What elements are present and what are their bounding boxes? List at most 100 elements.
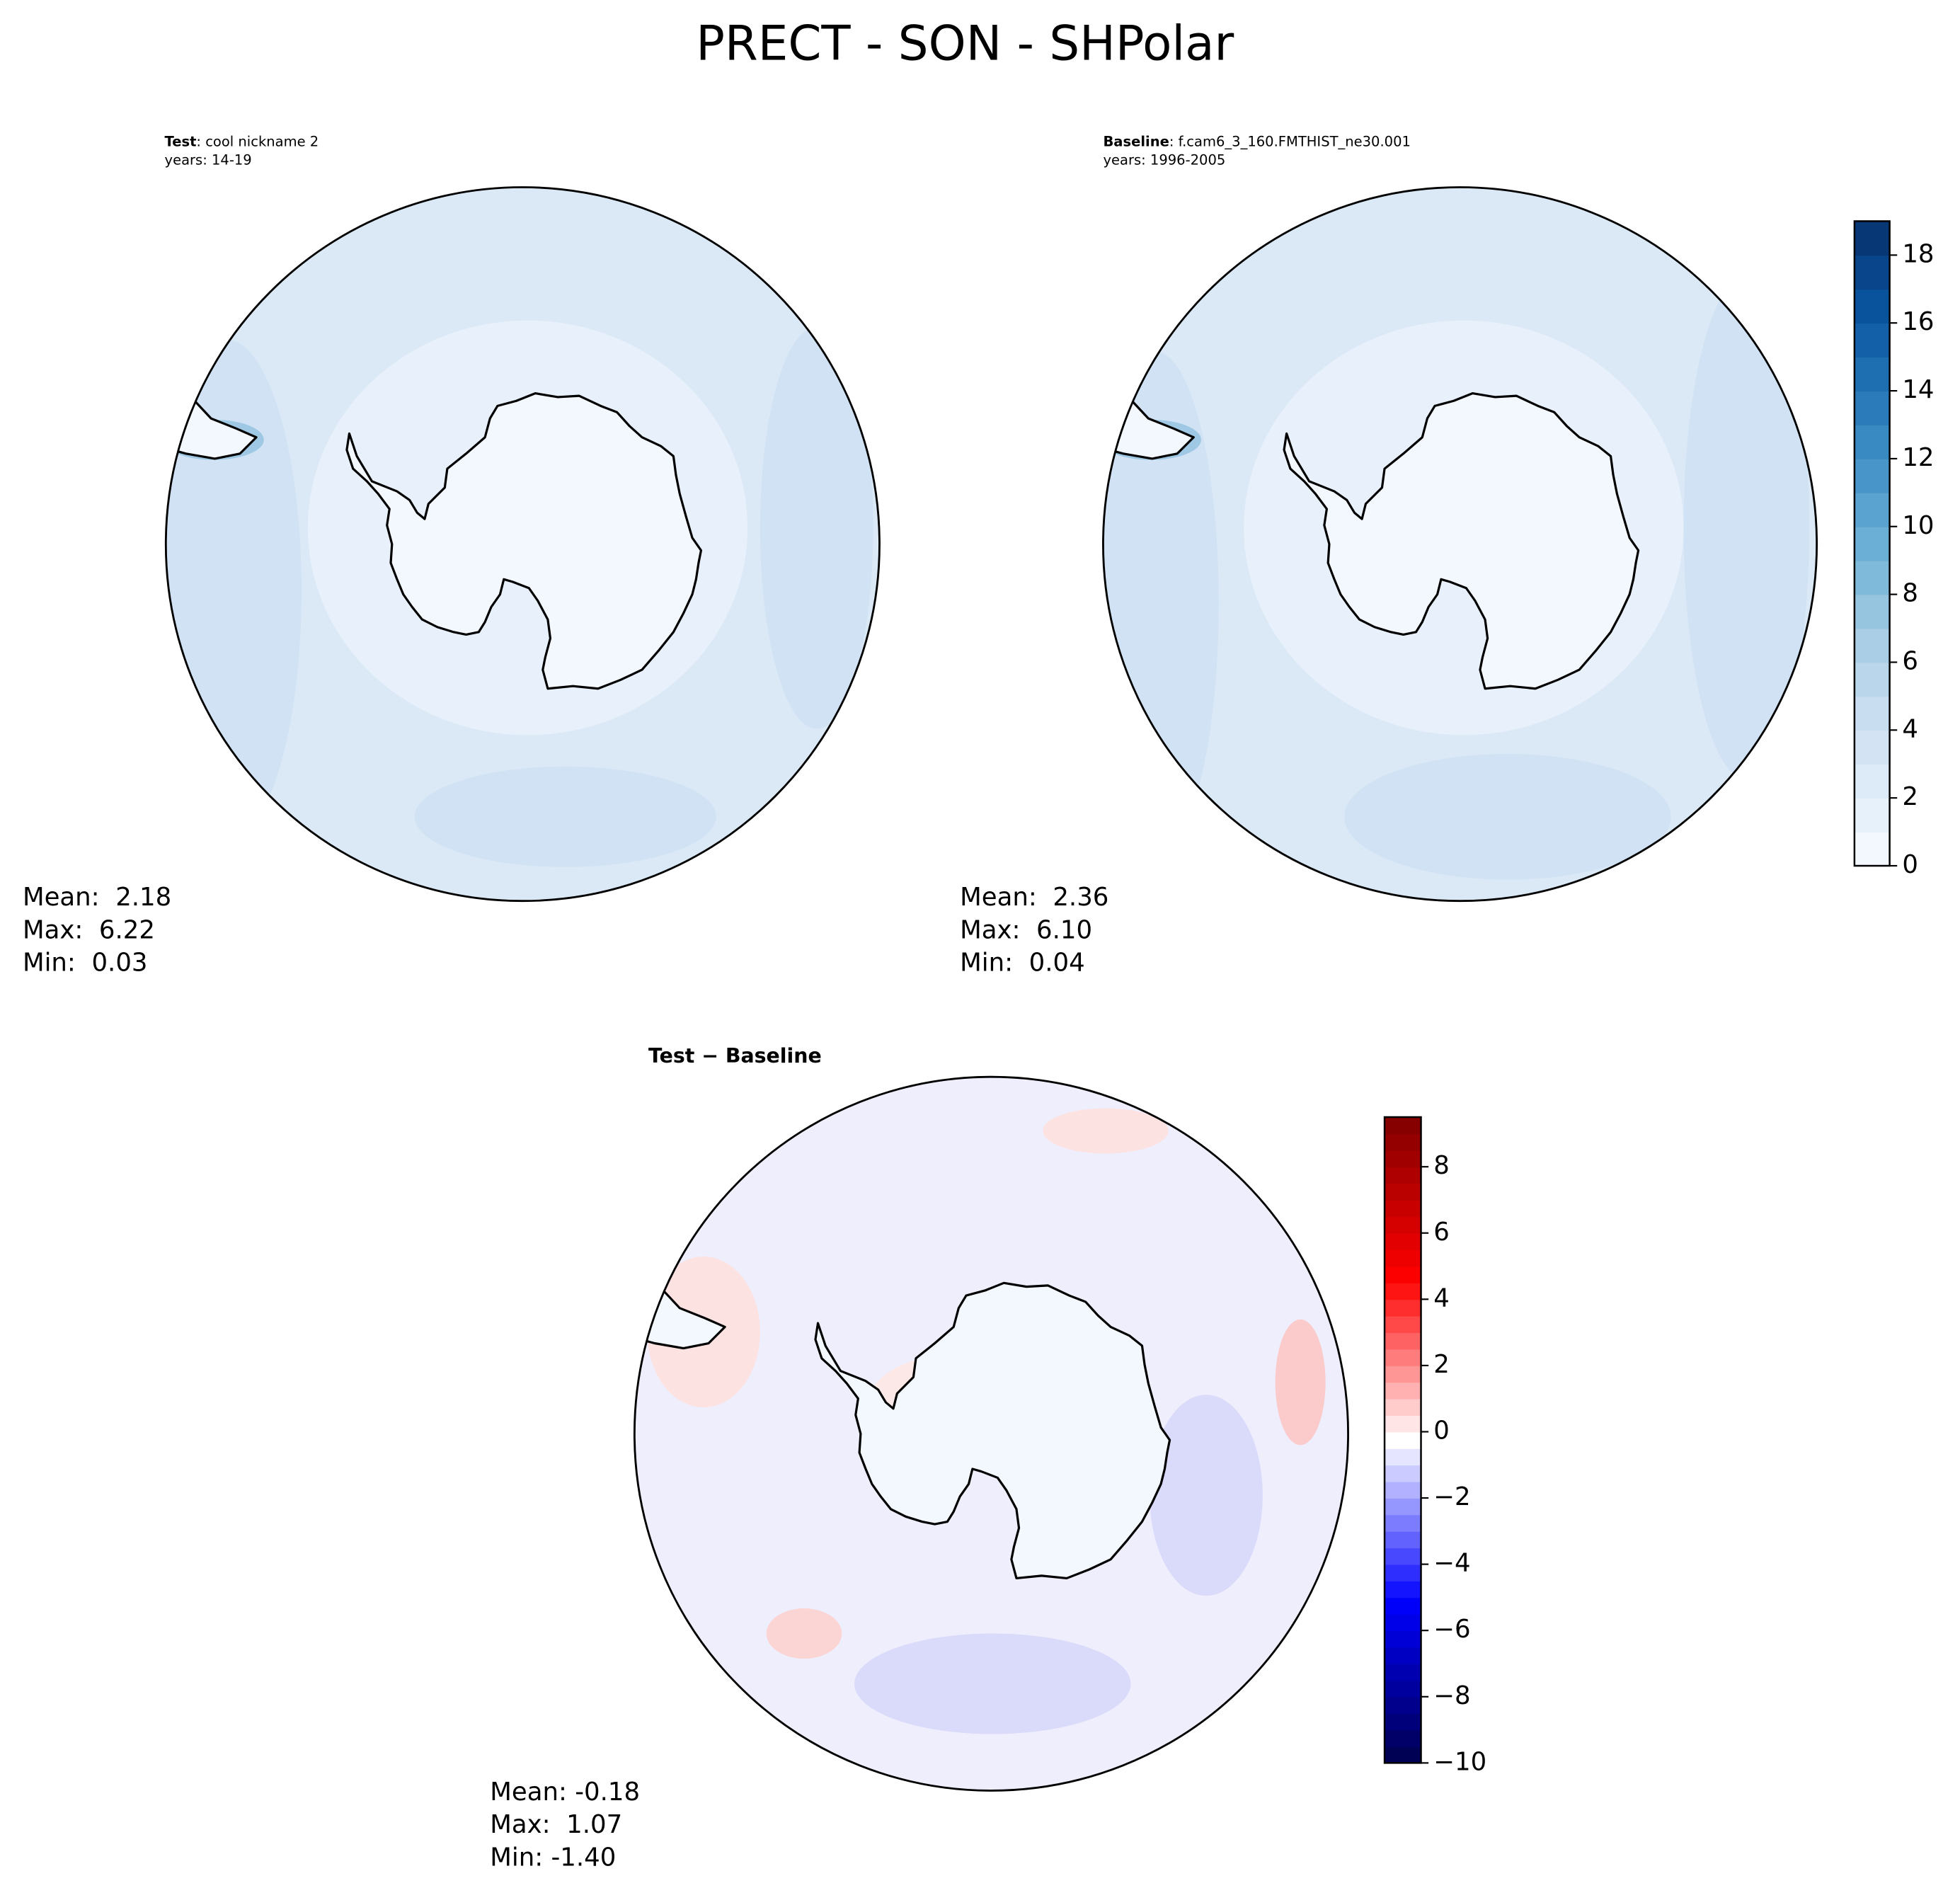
colorbar-tick-label: 14	[1902, 375, 1934, 404]
map-baseline	[1103, 187, 1817, 901]
panel-stat: Mean: 2.18	[23, 883, 171, 912]
map-test	[166, 187, 880, 901]
colorbar-band	[1854, 323, 1890, 358]
map-frame	[633, 1075, 1349, 1792]
map-frame	[164, 186, 881, 903]
colorbar-tick-label: 8	[1433, 1151, 1450, 1180]
colorbar-band	[1385, 1199, 1421, 1218]
panel-stat: Mean: 2.36	[960, 883, 1108, 912]
panel-years: years: 1996-2005	[1103, 152, 1225, 168]
colorbar-band	[1854, 594, 1890, 629]
colorbar-band	[1854, 832, 1890, 866]
colorbar-tick-label: 0	[1902, 850, 1918, 879]
colorbar-band	[1385, 1448, 1421, 1466]
colorbar-band	[1385, 1547, 1421, 1565]
colorbar-band	[1854, 221, 1890, 256]
colorbar-band	[1385, 1647, 1421, 1664]
colorbar-band	[1385, 1431, 1421, 1449]
panel-title: Baseline: f.cam6_3_160.FMTHIST_ne30.001	[1103, 133, 1410, 149]
colorbar-band	[1385, 1729, 1421, 1747]
panel-stat: Max: 1.07	[490, 1810, 622, 1839]
colorbar-band	[1385, 1597, 1421, 1615]
colorbar-band	[1385, 1315, 1421, 1334]
colorbar-band	[1385, 1349, 1421, 1366]
colorbar-band	[1854, 696, 1890, 731]
colorbar-band	[1385, 1746, 1421, 1764]
colorbar-band	[1385, 1398, 1421, 1416]
panel-stat: Min: 0.04	[960, 948, 1085, 977]
colorbar-tick-label: 6	[1433, 1218, 1450, 1247]
panel-stat: Mean: -0.18	[490, 1778, 640, 1807]
colorbar-band	[1854, 458, 1890, 493]
colorbar-band	[1385, 1117, 1421, 1135]
colorbar-band	[1385, 1531, 1421, 1549]
panel-stat: Min: 0.03	[23, 948, 148, 977]
colorbar-tick-label: −8	[1433, 1681, 1470, 1710]
colorbar-band	[1854, 424, 1890, 459]
colorbar-tick-label: 2	[1433, 1350, 1450, 1379]
colorbar-band	[1854, 357, 1890, 391]
colorbar-band	[1385, 1713, 1421, 1731]
colorbar-band	[1385, 1249, 1421, 1267]
colorbar-band	[1385, 1564, 1421, 1581]
colorbar-tick-label: −10	[1433, 1747, 1486, 1776]
colorbar-band	[1385, 1514, 1421, 1532]
colorbar-band	[1385, 1282, 1421, 1300]
colorbar-tick-label: −2	[1433, 1482, 1470, 1511]
colorbar-band	[1854, 289, 1890, 324]
colorbar-tick-label: −6	[1433, 1615, 1470, 1644]
case-label: Baseline	[1103, 133, 1169, 149]
colorbar-band	[1385, 1680, 1421, 1698]
colorbar-band	[1854, 798, 1890, 833]
colorbar-band	[1854, 628, 1890, 663]
colorbar-band	[1854, 560, 1890, 595]
colorbar-band	[1385, 1133, 1421, 1151]
colorbar-tick-label: 12	[1902, 443, 1934, 472]
case-label: Test	[165, 133, 197, 149]
colorbar-band	[1385, 1216, 1421, 1234]
colorbar-tick-label: 4	[1902, 714, 1918, 743]
colorbar-tick-label: 6	[1902, 646, 1918, 675]
colorbar-band	[1385, 1663, 1421, 1681]
colorbar-band	[1385, 1382, 1421, 1400]
colorbar-band	[1385, 1150, 1421, 1168]
colorbar-band	[1854, 662, 1890, 697]
colorbar-band	[1385, 1266, 1421, 1283]
colorbar-band	[1854, 391, 1890, 425]
colorbar-band	[1385, 1332, 1421, 1350]
colorbar-band	[1385, 1613, 1421, 1632]
panel-years: years: 14-19	[165, 152, 252, 168]
panel-title: Test: cool nickname 2	[165, 133, 319, 149]
colorbar-tick-label: 0	[1433, 1416, 1450, 1445]
colorbar-band	[1385, 1415, 1421, 1433]
colorbar-tick-label: 8	[1902, 579, 1918, 608]
colorbar-band	[1385, 1167, 1421, 1184]
case-name: : cool nickname 2	[196, 133, 319, 149]
panel-stat: Max: 6.22	[23, 915, 155, 944]
colorbar-band	[1854, 730, 1890, 765]
colorbar-band	[1854, 526, 1890, 561]
colorbar-tick-label: 10	[1902, 511, 1934, 540]
colorbar-band	[1854, 255, 1890, 290]
colorbar-band	[1854, 764, 1890, 799]
colorbar-band	[1385, 1498, 1421, 1516]
case-label: Test − Baseline	[648, 1044, 822, 1068]
colorbar-frame	[1853, 220, 1891, 867]
colorbar-tick-label: 4	[1433, 1283, 1450, 1312]
colorbar-band	[1854, 492, 1890, 527]
map-difference	[634, 1077, 1348, 1791]
colorbar-tick-label: 18	[1902, 239, 1934, 268]
map-frame	[1102, 186, 1818, 903]
figure-title: PRECT - SON - SHPolar	[696, 15, 1234, 71]
colorbar-band	[1385, 1299, 1421, 1317]
colorbar-band	[1385, 1630, 1421, 1648]
colorbar-tick-label: −4	[1433, 1549, 1470, 1578]
panel-title: Test − Baseline	[648, 1044, 822, 1068]
colorbar-frame	[1383, 1116, 1422, 1764]
colorbar-band	[1385, 1481, 1421, 1499]
colorbar-band	[1385, 1183, 1421, 1201]
colorbar-band	[1385, 1365, 1421, 1383]
panel-stat: Max: 6.10	[960, 915, 1092, 944]
case-name: : f.cam6_3_160.FMTHIST_ne30.001	[1169, 133, 1411, 149]
